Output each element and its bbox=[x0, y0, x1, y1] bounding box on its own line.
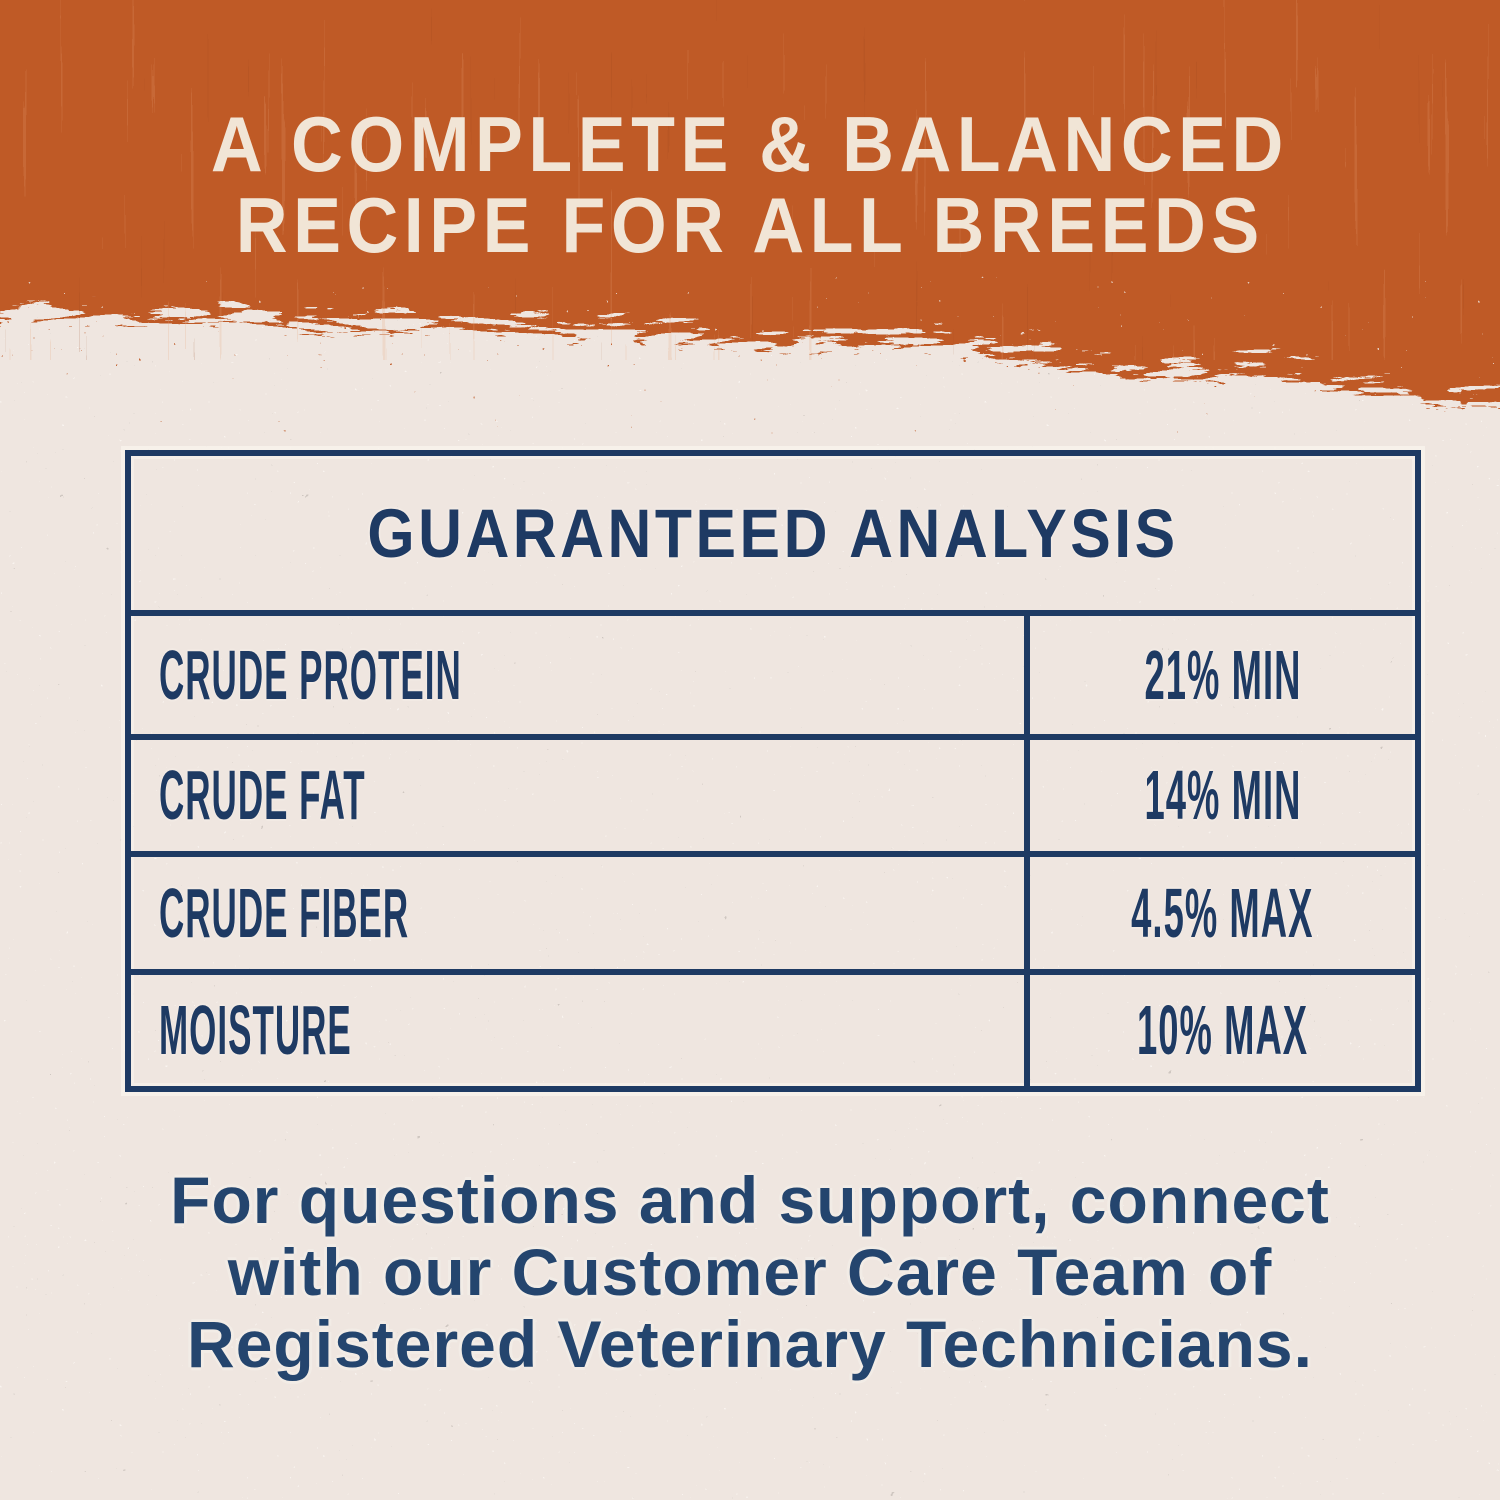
nutrient-value-cell: 4.5% MAX bbox=[1030, 857, 1415, 969]
table-row-crude-protein: CRUDE PROTEIN 21% MIN bbox=[131, 616, 1415, 734]
nutrient-name: CRUDE PROTEIN bbox=[159, 635, 462, 714]
nutrient-name-cell: CRUDE FAT bbox=[131, 739, 1030, 851]
banner: A COMPLETE & BALANCED RECIPE FOR ALL BRE… bbox=[0, 104, 1500, 266]
nutrient-name: CRUDE FAT bbox=[159, 756, 366, 835]
footer-line-1: For questions and support, connect bbox=[170, 1163, 1330, 1237]
footer-note: For questions and support, connect with … bbox=[0, 1164, 1500, 1380]
banner-line-2: RECIPE FOR ALL BREEDS bbox=[235, 181, 1265, 269]
footer-line-3: Registered Veterinary Technicians. bbox=[187, 1307, 1313, 1381]
nutrient-value-cell: 21% MIN bbox=[1030, 616, 1415, 734]
table-row-moisture: MOISTURE 10% MAX bbox=[131, 968, 1415, 1087]
footer-line-2: with our Customer Care Team of bbox=[227, 1235, 1273, 1309]
nutrient-value: 21% MIN bbox=[1144, 635, 1301, 714]
nutrient-value: 10% MAX bbox=[1136, 991, 1309, 1070]
nutrient-value: 4.5% MAX bbox=[1131, 873, 1314, 952]
table-row-crude-fat: CRUDE FAT 14% MIN bbox=[131, 733, 1415, 852]
table-row-crude-fiber: CRUDE FIBER 4.5% MAX bbox=[131, 851, 1415, 969]
nutrient-name: MOISTURE bbox=[159, 991, 352, 1070]
orange-paint-band bbox=[0, 0, 1500, 435]
nutrient-value: 14% MIN bbox=[1144, 756, 1301, 835]
nutrient-value-cell: 14% MIN bbox=[1030, 740, 1415, 852]
nutrient-name-cell: CRUDE FIBER bbox=[131, 857, 1030, 969]
nutrient-name: CRUDE FIBER bbox=[159, 873, 410, 952]
banner-line-1: A COMPLETE & BALANCED bbox=[210, 100, 1290, 188]
guaranteed-analysis-table: GUARANTEED ANALYSIS CRUDE PROTEIN 21% MI… bbox=[125, 450, 1421, 1092]
table-title-row: GUARANTEED ANALYSIS bbox=[131, 456, 1415, 616]
nutrient-name-cell: MOISTURE bbox=[131, 974, 1030, 1086]
table-body: CRUDE PROTEIN 21% MIN CRUDE FAT 14% MIN … bbox=[131, 616, 1415, 1086]
nutrient-name-cell: CRUDE PROTEIN bbox=[131, 616, 1030, 734]
table-title: GUARANTEED ANALYSIS bbox=[367, 494, 1179, 572]
nutrient-value-cell: 10% MAX bbox=[1030, 975, 1415, 1087]
